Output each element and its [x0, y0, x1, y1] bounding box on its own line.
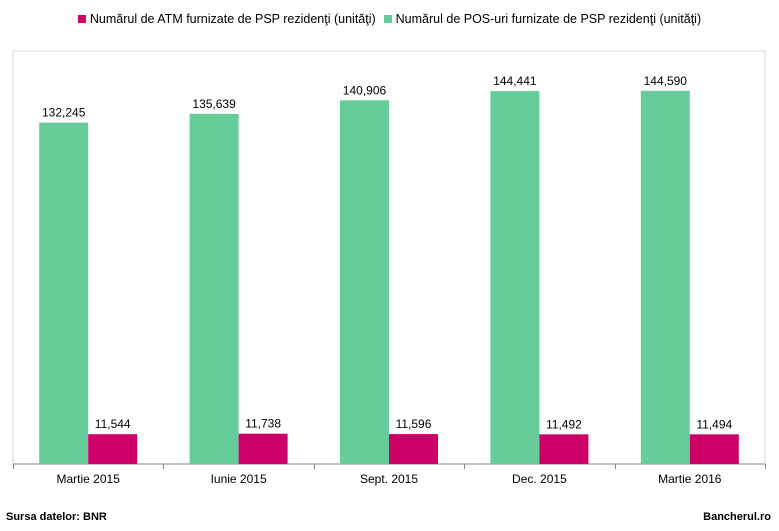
brand-name: Bancherul.ro — [703, 511, 771, 523]
data-label-atm: 11,738 — [245, 417, 281, 431]
data-label-pos: 144,441 — [493, 74, 537, 88]
x-tick-label: Sept. 2015 — [360, 472, 418, 486]
data-label-pos: 132,245 — [42, 106, 86, 120]
data-label-atm: 11,494 — [696, 417, 732, 431]
x-tick-label: Martie 2015 — [57, 472, 121, 486]
data-label-pos: 135,639 — [192, 97, 236, 111]
legend-label-pos: Numărul de POS-uri furnizate de PSP rezi… — [395, 12, 702, 26]
bar-atm — [689, 434, 739, 464]
legend-swatch-atm — [77, 15, 86, 23]
bar-pos — [39, 122, 89, 465]
legend-item-atm: Numărul de ATM furnizate de PSP rezidenţ… — [77, 12, 376, 26]
bar-pos — [490, 91, 540, 464]
legend-swatch-pos — [383, 15, 392, 23]
x-tick-label: Martie 2016 — [658, 472, 722, 486]
data-label-pos: 144,590 — [644, 74, 688, 88]
data-label-atm: 11,492 — [546, 417, 582, 431]
data-label-atm: 11,544 — [95, 417, 131, 431]
data-label-atm: 11,596 — [396, 417, 432, 431]
data-source-note: Sursa datelor: BNR — [6, 511, 107, 523]
bar-atm — [88, 434, 138, 464]
bar-pos — [340, 100, 389, 465]
bar-pos — [189, 113, 239, 464]
legend-label-atm: Numărul de ATM furnizate de PSP rezidenţ… — [89, 12, 376, 26]
bar-atm — [539, 434, 589, 464]
bar-atm — [389, 434, 438, 464]
legend-item-pos: Numărul de POS-uri furnizate de PSP rezi… — [383, 12, 702, 26]
bar-atm — [238, 433, 288, 464]
x-tick-label: Iunie 2015 — [211, 472, 267, 486]
bar-pos — [640, 90, 690, 464]
x-tick-label: Dec. 2015 — [512, 472, 567, 486]
chart-legend: Numărul de ATM furnizate de PSP rezidenţ… — [0, 10, 779, 28]
data-label-pos: 140,906 — [343, 83, 387, 97]
